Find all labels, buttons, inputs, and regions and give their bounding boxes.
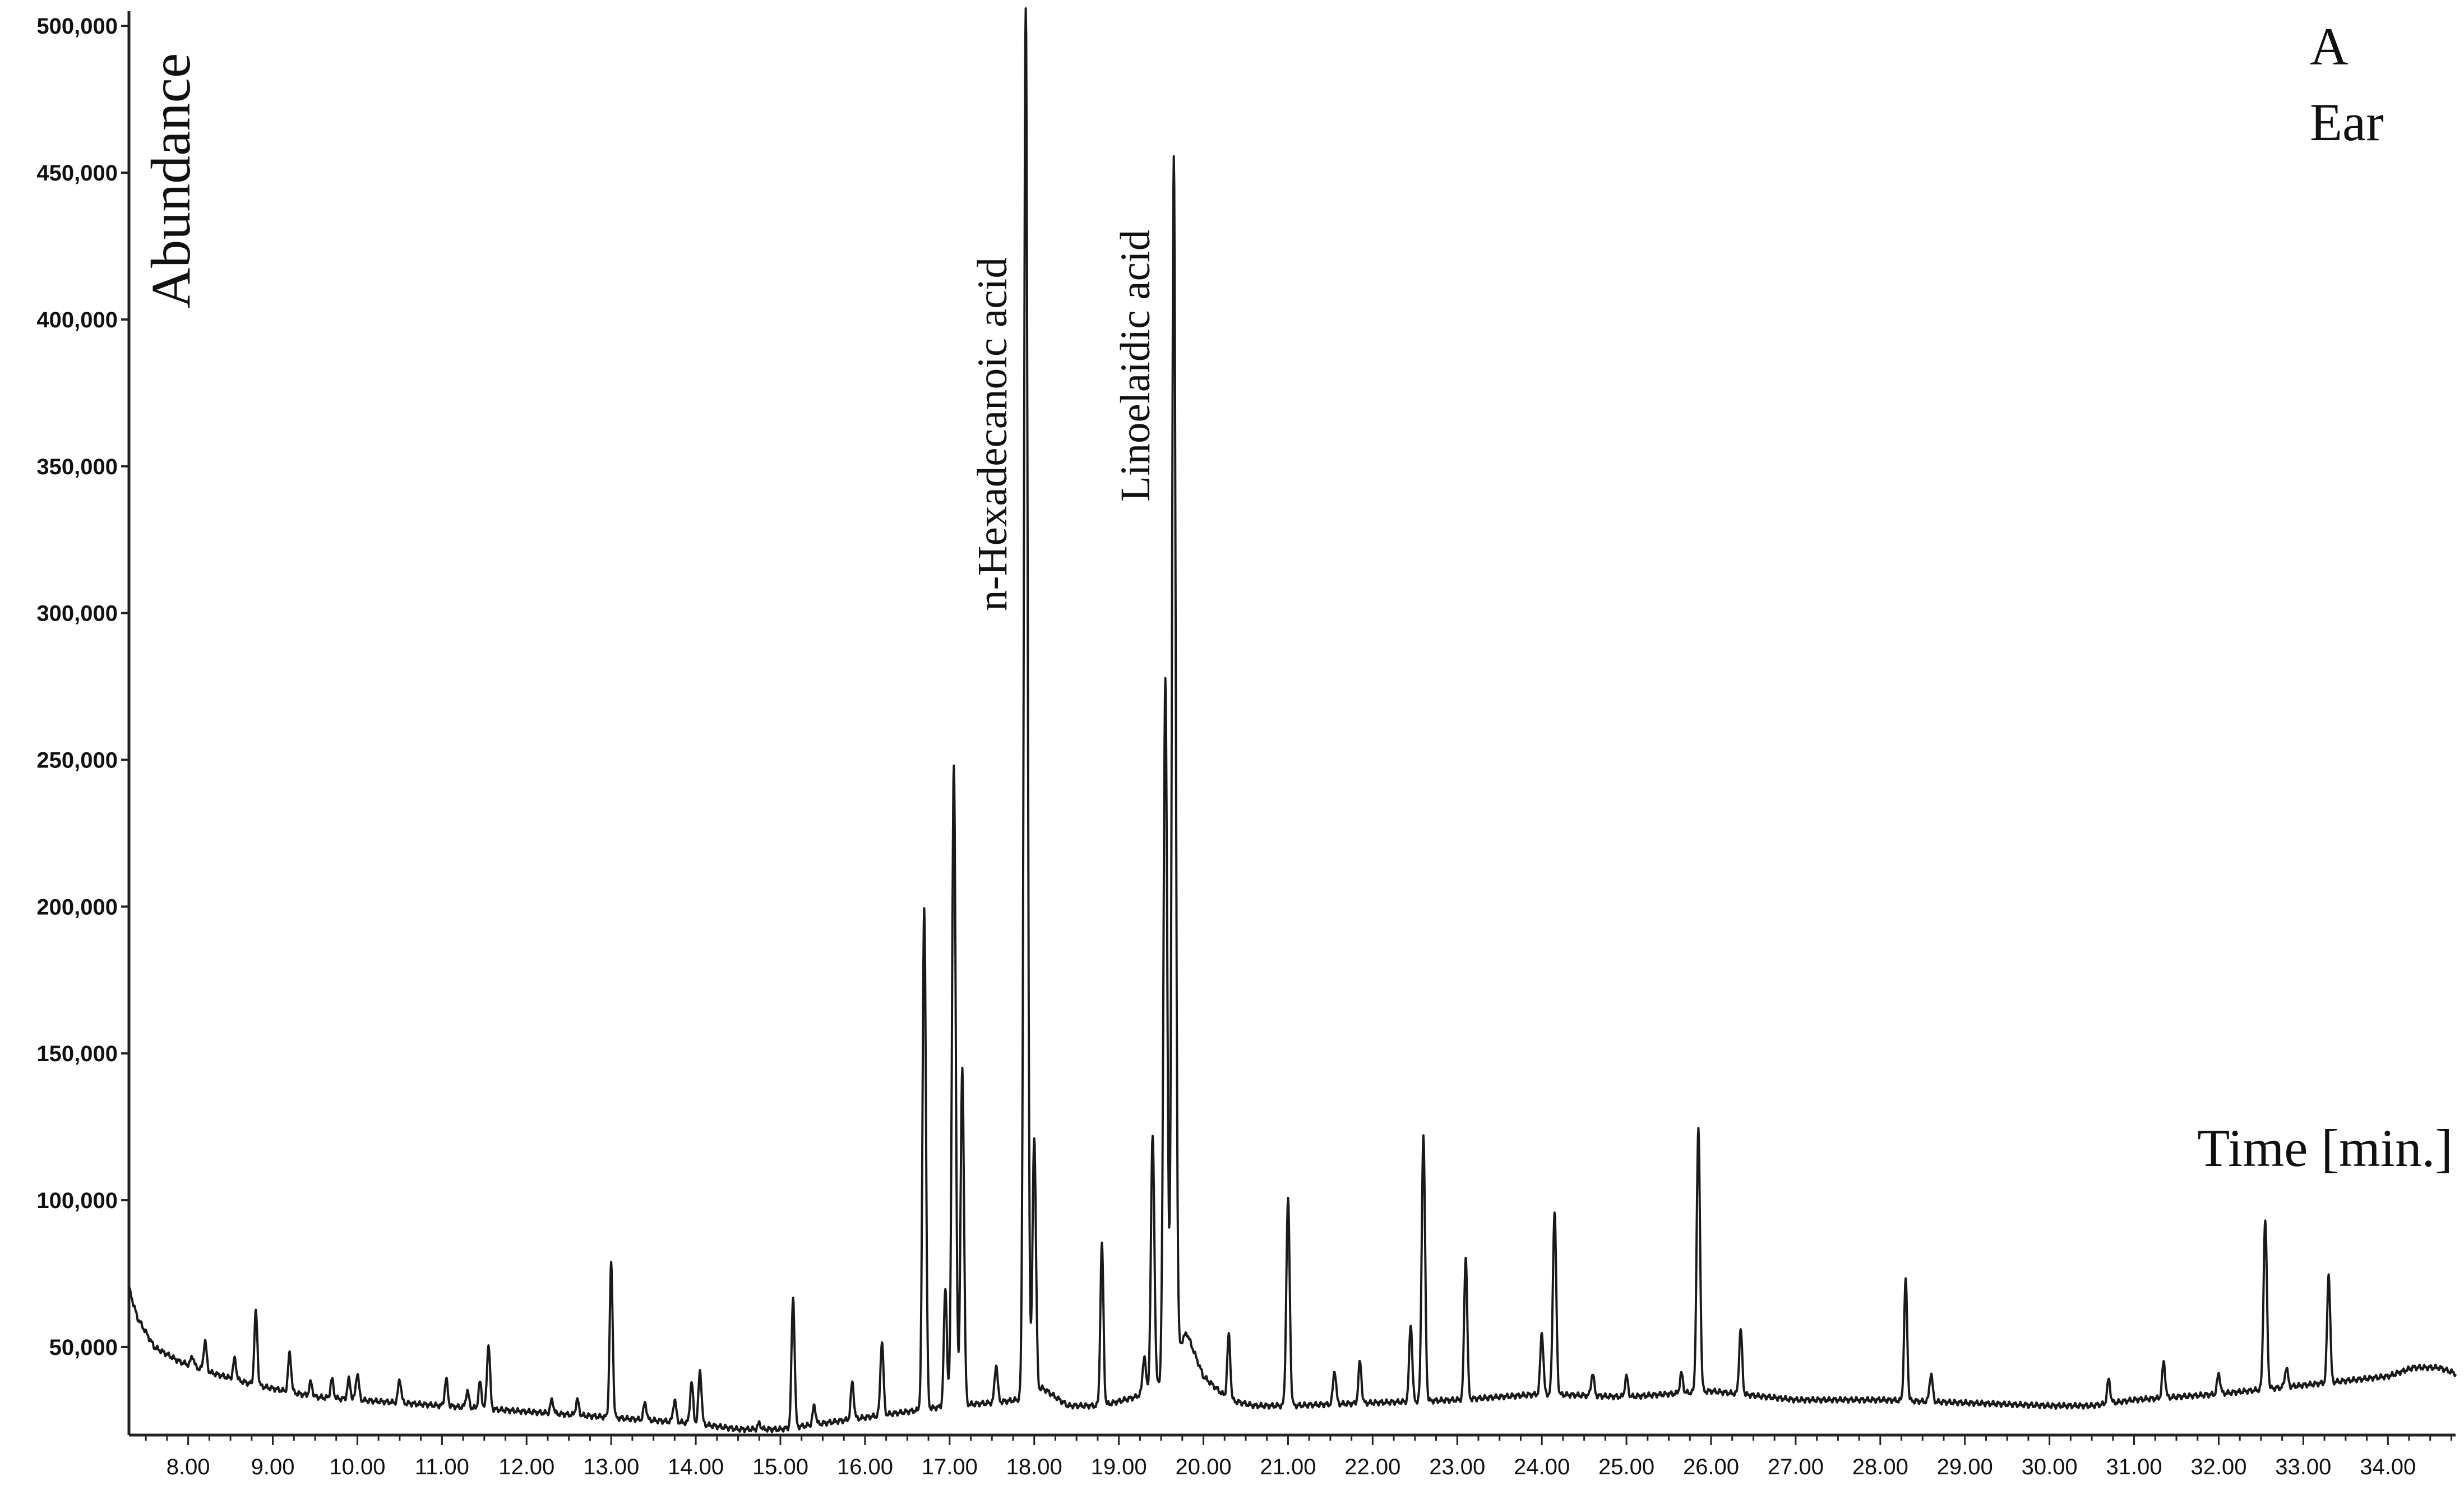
y-tick-label: 500,000 (36, 14, 118, 39)
y-tick-label: 300,000 (36, 601, 118, 626)
y-tick-label: 150,000 (36, 1042, 118, 1066)
x-tick-label: 23.00 (1429, 1455, 1485, 1479)
sample-label: Ear (2310, 92, 2384, 152)
peak-annotation-linoelaidic-acid: Linoelaidic acid (1112, 230, 1159, 502)
y-tick-label: 100,000 (36, 1188, 118, 1213)
x-tick-label: 9.00 (251, 1455, 295, 1479)
x-tick-label: 34.00 (2360, 1455, 2416, 1479)
x-tick-label: 30.00 (2022, 1455, 2078, 1479)
y-axis: 50,000 100,000 150,000 200,000 250,000 300,00… (36, 11, 131, 1435)
x-tick-label: 27.00 (1768, 1455, 1824, 1479)
y-tick-label: 450,000 (36, 161, 118, 186)
chromatogram-trace (128, 7, 2457, 1433)
x-tick-label: 24.00 (1514, 1455, 1570, 1479)
x-tick-label: 21.00 (1260, 1455, 1316, 1479)
x-tick-label: 20.00 (1175, 1455, 1231, 1479)
x-tick-label: 14.00 (668, 1455, 724, 1479)
y-tick-label: 400,000 (36, 308, 118, 332)
x-tick-label: 8.00 (167, 1455, 210, 1479)
y-ticks: 50,000 100,000 150,000 200,000 250,000 300,00… (36, 14, 129, 1360)
x-tick-label: 10.00 (329, 1455, 385, 1479)
x-tick-label: 32.00 (2190, 1455, 2246, 1479)
y-tick-label: 250,000 (36, 748, 118, 772)
x-tick-label: 28.00 (1852, 1455, 1908, 1479)
x-axis-title: Time [min.] (2197, 1118, 2453, 1178)
x-tick-label: 19.00 (1091, 1455, 1147, 1479)
x-tick-label: 26.00 (1683, 1455, 1739, 1479)
x-tick-label: 25.00 (1598, 1455, 1654, 1479)
y-tick-label: 200,000 (36, 895, 118, 919)
x-ticks: 8.00 9.00 10.00 11.00 12.00 13.00 14.00 15.00 16… (145, 1435, 2452, 1479)
y-tick-label: 350,000 (36, 455, 118, 479)
x-tick-label: 16.00 (837, 1455, 893, 1479)
y-tick-label: 50,000 (49, 1335, 118, 1360)
x-tick-label: 12.00 (498, 1455, 554, 1479)
x-tick-label: 11.00 (415, 1455, 469, 1479)
peak-annotation-hexadecanoic-acid: n-Hexadecanoic acid (969, 257, 1016, 611)
x-tick-label: 18.00 (1006, 1455, 1062, 1479)
x-tick-label: 33.00 (2275, 1455, 2331, 1479)
x-tick-label: 15.00 (752, 1455, 808, 1479)
panel-label: A (2310, 17, 2349, 76)
x-tick-label: 31.00 (2106, 1455, 2162, 1479)
y-axis-title: Abundance (140, 53, 202, 308)
x-tick-label: 13.00 (583, 1455, 639, 1479)
x-tick-label: 29.00 (1937, 1455, 1993, 1479)
x-tick-label: 17.00 (922, 1455, 978, 1479)
x-axis: 8.00 9.00 10.00 11.00 12.00 13.00 14.00 15.00 16… (129, 1433, 2456, 1479)
x-tick-label: 22.00 (1344, 1455, 1400, 1479)
